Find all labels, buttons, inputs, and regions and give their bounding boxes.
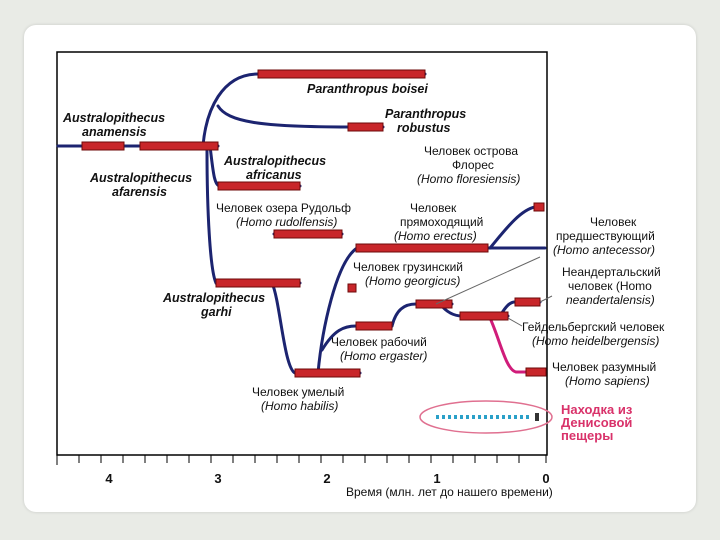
bar-ergaster bbox=[355, 321, 393, 331]
species-bars bbox=[81, 69, 547, 378]
denisova-label: Находка из Денисовой пещеры bbox=[561, 402, 636, 443]
branch-boisei bbox=[201, 72, 427, 148]
label-floresiensis: Человек острова Флорес (Homo floresiensi… bbox=[417, 144, 521, 186]
tick-label-0: 0 bbox=[542, 471, 549, 486]
label-ergaster: Человек рабочий (Homo ergaster) bbox=[331, 335, 430, 363]
bar-sapiens bbox=[525, 367, 547, 377]
tick-label-1: 1 bbox=[433, 471, 440, 486]
label-antecessor: Человек предшествующий (Homo antecessor) bbox=[553, 215, 658, 257]
bar-georgicus bbox=[347, 283, 357, 293]
denisova-marker bbox=[535, 413, 539, 421]
label-afarensis: Australopithecus afarensis bbox=[89, 171, 196, 199]
branch-robustus bbox=[216, 104, 385, 129]
bar-afarensis bbox=[139, 141, 219, 151]
bar-africanus bbox=[217, 181, 301, 191]
bar-erectus bbox=[355, 243, 489, 253]
label-erectus: Человек прямоходящий (Homo erectus) bbox=[394, 201, 487, 243]
label-neanderthalensis: Неандертальский человек (Homo neandertal… bbox=[562, 265, 664, 307]
bar-rudolfensis bbox=[273, 229, 343, 239]
bar-floresiensis bbox=[533, 202, 545, 212]
bar-garhi bbox=[215, 278, 301, 288]
branch-sapiens bbox=[488, 317, 546, 374]
bar-antecessor bbox=[415, 299, 453, 309]
label-garhi: Australopithecus garhi bbox=[162, 291, 269, 319]
leader-neanderthal bbox=[539, 295, 553, 303]
bar-habilis bbox=[294, 368, 361, 378]
denisova-ellipse bbox=[419, 400, 553, 434]
tick-label-3: 3 bbox=[214, 471, 221, 486]
label-habilis: Человек умелый (Homo habilis) bbox=[252, 385, 348, 413]
label-sapiens: Человек разумный (Homo sapiens) bbox=[552, 360, 660, 388]
leader-heidelbergensis bbox=[507, 317, 523, 327]
bar-neanderthal bbox=[514, 297, 541, 307]
label-robustus: Paranthropus robustus bbox=[385, 107, 470, 135]
label-anamensis: Australopithecus anamensis bbox=[62, 111, 169, 139]
bar-robustus bbox=[347, 122, 384, 132]
branch-erectus bbox=[316, 246, 547, 375]
label-heidelbergensis: Гейдельбергский человек (Homo heidelberg… bbox=[522, 320, 668, 348]
label-boisei: Paranthropus boisei bbox=[307, 82, 428, 96]
branch-habilis bbox=[270, 281, 362, 375]
bar-anamensis bbox=[81, 141, 125, 151]
bar-boisei bbox=[257, 69, 426, 79]
label-africanus: Australopithecus africanus bbox=[223, 154, 330, 182]
leader-antecessor bbox=[435, 256, 541, 305]
tick-label-2: 2 bbox=[323, 471, 330, 486]
axis-title: Время (млн. лет до нашего времени) bbox=[346, 485, 553, 499]
axis-ticks bbox=[56, 455, 547, 465]
branch-floresiensis bbox=[488, 205, 537, 250]
branch-garhi bbox=[205, 148, 302, 285]
plot-frame bbox=[56, 51, 548, 456]
tick-label-4: 4 bbox=[105, 471, 113, 486]
label-georgicus: Человек грузинский (Homo georgicus) bbox=[353, 260, 466, 288]
leader-lines bbox=[435, 256, 553, 327]
bar-heidelbergensis bbox=[459, 311, 509, 321]
slide-card bbox=[24, 25, 696, 512]
label-rudolfensis: Человек озера Рудольф (Homo rudolfensis) bbox=[216, 201, 354, 229]
